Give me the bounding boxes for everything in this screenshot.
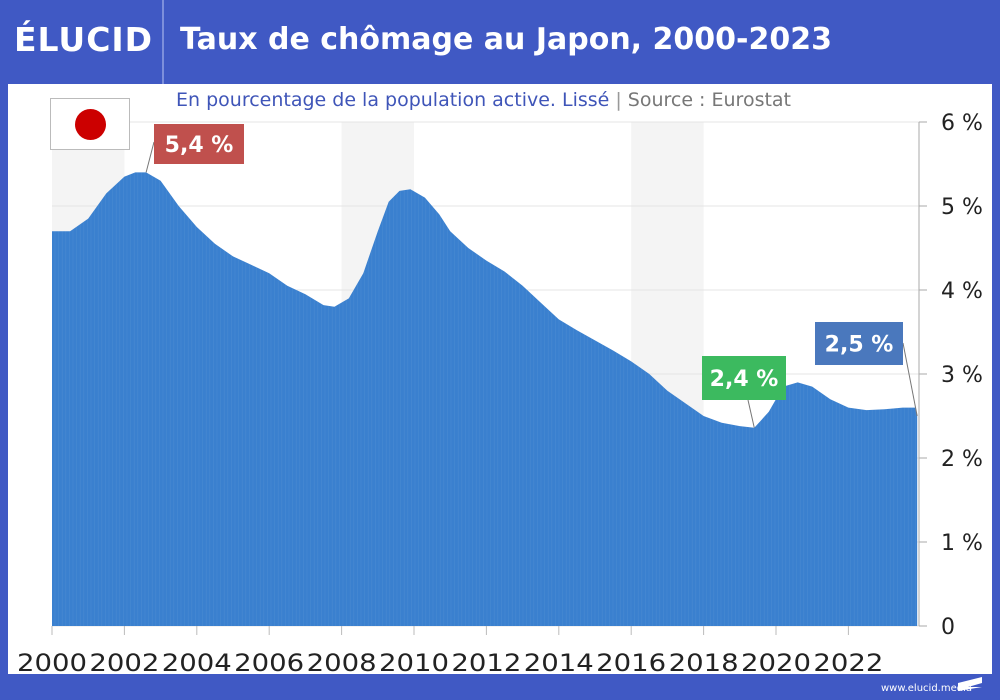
header-divider: [162, 0, 164, 84]
elucid-footer-logo-icon: [958, 677, 982, 691]
x-tick-label: 2012: [451, 649, 521, 677]
annotation-label-min: 2,4 %: [710, 367, 779, 392]
x-tick-label: 2000: [17, 649, 87, 677]
x-tick-label: 2014: [524, 649, 594, 677]
annotation-label-last: 2,5 %: [825, 333, 894, 358]
area-series: [52, 172, 918, 626]
x-tick-label: 2002: [89, 649, 159, 677]
x-tick-label: 2008: [307, 649, 377, 677]
y-tick-label: 0: [941, 615, 955, 640]
chart-subtitle: En pourcentage de la population active. …: [176, 89, 791, 111]
x-tick-label: 2016: [596, 649, 666, 677]
x-tick-label: 2020: [741, 649, 811, 677]
annotation-label-max: 5,4 %: [165, 133, 234, 158]
y-tick-label: 3 %: [941, 363, 983, 388]
x-tick-label: 2018: [669, 649, 739, 677]
annotation-box-min: [702, 356, 786, 400]
annotation-connector: [145, 141, 155, 173]
annotation-connector: [902, 342, 918, 417]
header: ÉLUCID Taux de chômage au Japon, 2000-20…: [0, 0, 1000, 84]
chart-title: Taux de chômage au Japon, 2000-2023: [180, 22, 832, 57]
annotation-box-max: [154, 124, 244, 164]
x-tick-label: 2022: [813, 649, 883, 677]
subtitle-source: Source : Eurostat: [627, 89, 792, 111]
annotation-box-last: [815, 322, 903, 365]
japan-flag-icon: [50, 98, 130, 150]
y-tick-label: 2 %: [941, 447, 983, 472]
subtitle-separator: |: [615, 89, 622, 111]
x-tick-label: 2010: [379, 649, 449, 677]
annotation-connector: [747, 399, 755, 428]
x-tick-label: 2004: [162, 649, 232, 677]
elucid-logo[interactable]: ÉLUCID: [14, 20, 154, 59]
subtitle-description: En pourcentage de la population active. …: [176, 89, 610, 111]
x-tick-label: 2006: [234, 649, 304, 677]
flag-red-disc: [75, 109, 106, 140]
footer-url[interactable]: www.elucid.media: [880, 683, 972, 694]
y-tick-label: 4 %: [941, 279, 983, 304]
y-tick-label: 1 %: [941, 531, 983, 556]
y-tick-label: 6 %: [941, 111, 983, 136]
y-tick-label: 5 %: [941, 195, 983, 220]
